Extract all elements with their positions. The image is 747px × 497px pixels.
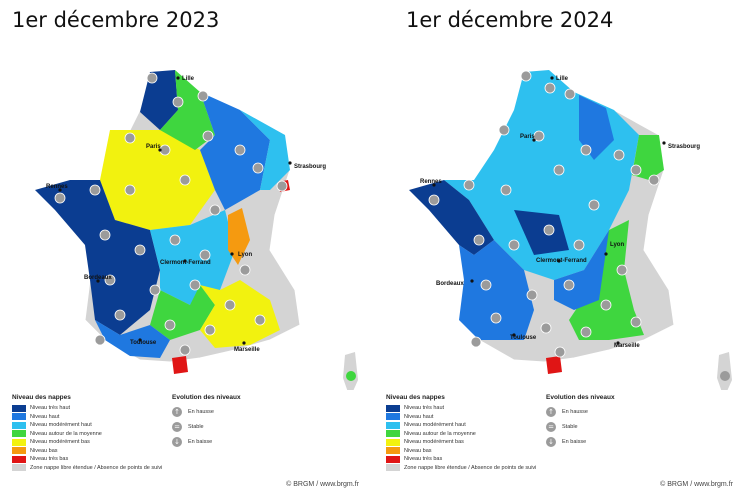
- legend-level-absence: Zone nappe libre étendue / Absence de po…: [12, 464, 367, 473]
- legend-level-mod-bas: Niveau modérément bas: [386, 438, 741, 447]
- city-lyon: Lyon: [610, 242, 624, 248]
- evolution-markers: [54, 72, 288, 356]
- zone-haut-ouest: [459, 240, 534, 340]
- legend-evo-up: ↑ En hausse: [172, 404, 241, 419]
- city-strasbourg: Strasbourg: [294, 164, 326, 170]
- legend-evo-stable: = Stable: [172, 419, 241, 434]
- map-title: 1er décembre 2024: [406, 8, 614, 32]
- zone-haut-sudouest: [95, 320, 170, 358]
- zone-mod-bas-sud: [200, 280, 280, 348]
- city-bordeaux: Bordeaux: [84, 275, 112, 281]
- city-paris: Paris: [520, 134, 535, 140]
- legend-level-mod-haut: Niveau modérément haut: [386, 421, 741, 430]
- france-map-2024: Lille Paris Strasbourg Rennes Lyon Clerm…: [408, 69, 732, 390]
- city-labels: Lille Paris Strasbourg Rennes Lyon Clerm…: [420, 76, 700, 349]
- legend-evo-up: ↑ En hausse: [546, 404, 615, 419]
- zone-tres-haut-centre: [514, 210, 569, 255]
- corsica: [717, 352, 732, 390]
- city-bordeaux: Bordeaux: [436, 281, 464, 287]
- legend-niveau-title: Niveau des nappes: [386, 394, 445, 401]
- zone-mod-haut-centre: [150, 210, 235, 305]
- zone-tres-haut-nord: [140, 70, 178, 130]
- city-toulouse: Toulouse: [510, 335, 537, 341]
- city-rennes: Rennes: [420, 179, 442, 185]
- legend-evo-down: ↓ En baisse: [546, 434, 615, 449]
- city-lille: Lille: [556, 76, 569, 82]
- legend-level-tres-bas: Niveau très bas: [386, 455, 741, 464]
- zone-tres-bas-roussillon: [172, 356, 188, 374]
- city-marseille: Marseille: [614, 343, 640, 349]
- zone-haut-bassin: [579, 95, 614, 160]
- legend-level-tres-haut: Niveau très haut: [12, 404, 367, 413]
- zone-mod-haut-est: [240, 110, 290, 190]
- credit-brgm: © BRGM / www.brgm.fr: [660, 481, 733, 488]
- legend-panel: Niveau des nappes Niveau très haut Nivea…: [12, 394, 367, 494]
- legend-evo-down: ↓ En baisse: [172, 434, 241, 449]
- legend-evolution-title: Evolution des niveaux: [546, 394, 615, 401]
- zone-tres-bas-roussillon: [546, 356, 562, 374]
- city-strasbourg: Strasbourg: [668, 144, 700, 150]
- city-toulouse: Toulouse: [130, 340, 157, 346]
- legend-evo-stable: = Stable: [546, 419, 615, 434]
- zone-bas-alpes: [228, 208, 250, 265]
- evolution-markers: [428, 70, 660, 358]
- legend-panel: Niveau des nappes Niveau très haut Nivea…: [386, 394, 741, 494]
- arrow-up-icon: ↑: [546, 406, 556, 417]
- credit-brgm: © BRGM / www.brgm.fr: [286, 481, 359, 488]
- arrow-down-icon: ↓: [172, 436, 182, 447]
- france-map-2023: Lille Paris Strasbourg Rennes Lyon Clerm…: [34, 69, 358, 390]
- legend-evolution-title: Evolution des niveaux: [172, 394, 241, 401]
- legend-evolution: Evolution des niveaux ↑ En hausse = Stable…: [172, 394, 241, 449]
- legend-level-haut: Niveau haut: [12, 413, 367, 422]
- legend-level-bas: Niveau bas: [386, 447, 741, 456]
- arrow-up-icon: ↑: [172, 406, 182, 417]
- city-lyon: Lyon: [238, 252, 252, 258]
- zone-moyenne-sud: [569, 220, 644, 340]
- legend-evolution: Evolution des niveaux ↑ En hausse = Stable…: [546, 394, 615, 449]
- city-rennes: Rennes: [46, 184, 68, 190]
- corsica: [343, 352, 358, 390]
- city-paris: Paris: [146, 144, 161, 150]
- legend-level-absence: Zone nappe libre étendue / Absence de po…: [386, 464, 741, 473]
- legend-level-tres-haut: Niveau très haut: [386, 404, 741, 413]
- zone-tres-haut-ouest: [35, 180, 160, 335]
- arrow-down-icon: ↓: [546, 436, 556, 447]
- legend-level-tres-bas: Niveau très bas: [12, 455, 367, 464]
- zone-moyenne-nord: [160, 70, 215, 150]
- legend-niveau-title: Niveau des nappes: [12, 394, 71, 401]
- city-marseille: Marseille: [234, 347, 260, 353]
- map-panel-2024: 1er décembre 2024 Lille Pa: [374, 0, 747, 497]
- map-panel-2023: 1er décembre 2023: [0, 0, 373, 497]
- city-labels: Lille Paris Strasbourg Rennes Lyon Clerm…: [46, 76, 326, 353]
- equal-icon: =: [172, 421, 182, 432]
- legend-level-bas: Niveau bas: [12, 447, 367, 456]
- legend-level-mod-haut: Niveau modérément haut: [12, 421, 367, 430]
- map-title: 1er décembre 2023: [12, 8, 220, 32]
- legend-level-moyenne: Niveau autour de la moyenne: [12, 430, 367, 439]
- legend-level-moyenne: Niveau autour de la moyenne: [386, 430, 741, 439]
- legend-level-haut: Niveau haut: [386, 413, 741, 422]
- legend-level-mod-bas: Niveau modérément bas: [12, 438, 367, 447]
- city-clermont: Clermont-Ferrand: [160, 260, 211, 266]
- equal-icon: =: [546, 421, 556, 432]
- city-lille: Lille: [182, 76, 195, 82]
- city-clermont: Clermont-Ferrand: [536, 258, 587, 264]
- zone-mod-bas-centre: [100, 130, 215, 230]
